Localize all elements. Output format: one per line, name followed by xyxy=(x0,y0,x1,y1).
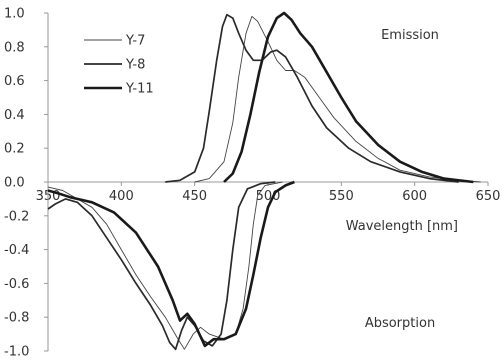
y-tick-label: -0.4 xyxy=(4,243,29,258)
y-tick-label: 0.2 xyxy=(4,142,25,157)
x-tick-label: 650 xyxy=(476,189,501,204)
y-tick-label: 0.0 xyxy=(4,176,25,191)
legend-label-y-8: Y-8 xyxy=(125,58,145,73)
legend-label-y-7: Y-7 xyxy=(125,34,145,49)
y-tick-label: 0.4 xyxy=(4,108,25,123)
y-tick-label: -1.0 xyxy=(4,345,29,360)
x-tick-label: 600 xyxy=(402,189,427,204)
series-y-11-absorption-line xyxy=(47,180,295,348)
series-y-8-absorption-line xyxy=(47,181,276,351)
series-y-7-absorption-line xyxy=(47,181,283,350)
y-axis-ticks: 1.0 0.8 0.6 0.4 0.2 0.0 -0.2 -0.4 -0.6 -0.8 -1.0 xyxy=(4,7,48,360)
y-tick-label: -0.8 xyxy=(4,311,29,326)
emission-annotation: Emission xyxy=(381,28,439,43)
series-y-8-emission-line xyxy=(165,13,459,183)
series-y-11-emission-line xyxy=(223,11,474,184)
x-tick-label: 400 xyxy=(109,189,134,204)
absorption-annotation: Absorption xyxy=(365,316,435,331)
y-tick-label: -0.6 xyxy=(4,277,29,292)
x-tick-label: 450 xyxy=(182,189,207,204)
series-layer xyxy=(47,11,481,351)
y-tick-label: -0.2 xyxy=(4,209,29,224)
y-tick-label: 0.6 xyxy=(4,74,25,89)
x-tick-label: 550 xyxy=(329,189,354,204)
series-y-7-emission-line xyxy=(194,15,481,183)
x-axis-ticks: 350 400 450 500 550 600 650 xyxy=(36,182,501,204)
legend-label-y-11: Y-11 xyxy=(125,82,154,97)
legend: Y-7 Y-8 Y-11 xyxy=(84,34,154,97)
y-tick-label: 0.8 xyxy=(4,40,25,55)
y-tick-label: 1.0 xyxy=(4,7,25,22)
x-axis-label: Wavelength [nm] xyxy=(346,219,458,234)
